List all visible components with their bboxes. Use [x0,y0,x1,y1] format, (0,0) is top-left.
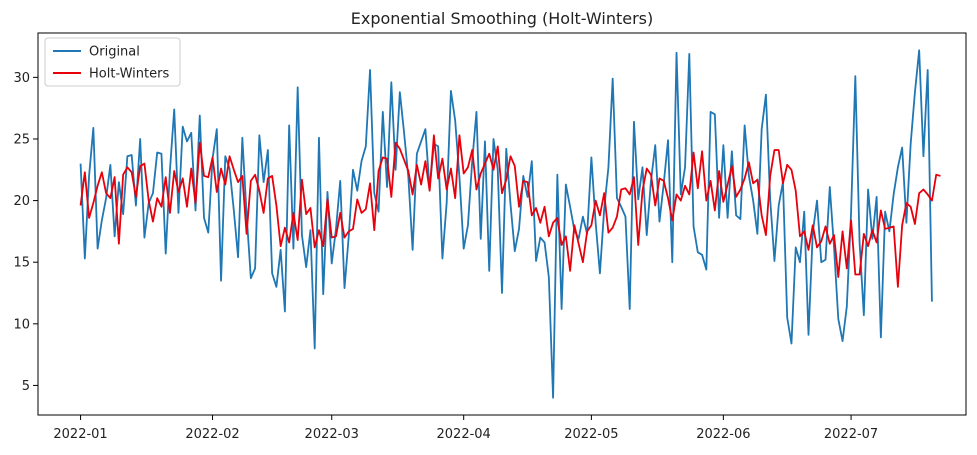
y-tick-label: 20 [13,194,30,209]
y-tick-label: 5 [22,379,30,394]
y-tick-label: 15 [13,256,30,271]
x-tick-label: 2022-04 [437,427,491,442]
y-tick-label: 25 [13,132,30,147]
x-tick-label: 2022-02 [185,427,239,442]
series-line-holt-winters [79,134,941,288]
y-tick-label: 30 [13,71,30,86]
y-tick-label: 10 [13,317,30,332]
x-tick-label: 2022-06 [696,427,750,442]
plot-area [79,49,941,399]
legend: Original Holt-Winters [44,37,181,87]
x-tick-label: 2022-05 [564,427,618,442]
legend-label-holt-winters: Holt-Winters [89,67,169,82]
legend-label-original: Original [89,45,140,60]
axes: 2022-01 2022-02 2022-03 2022-04 2022-05 2022-… [13,32,967,442]
plot-frame [37,32,967,416]
chart-title: Exponential Smoothing (Holt-Winters) [351,9,654,28]
x-tick-label: 2022-03 [305,427,359,442]
x-tick-label: 2022-07 [824,427,878,442]
series-line-original [79,49,933,399]
x-tick-label: 2022-01 [53,427,107,442]
